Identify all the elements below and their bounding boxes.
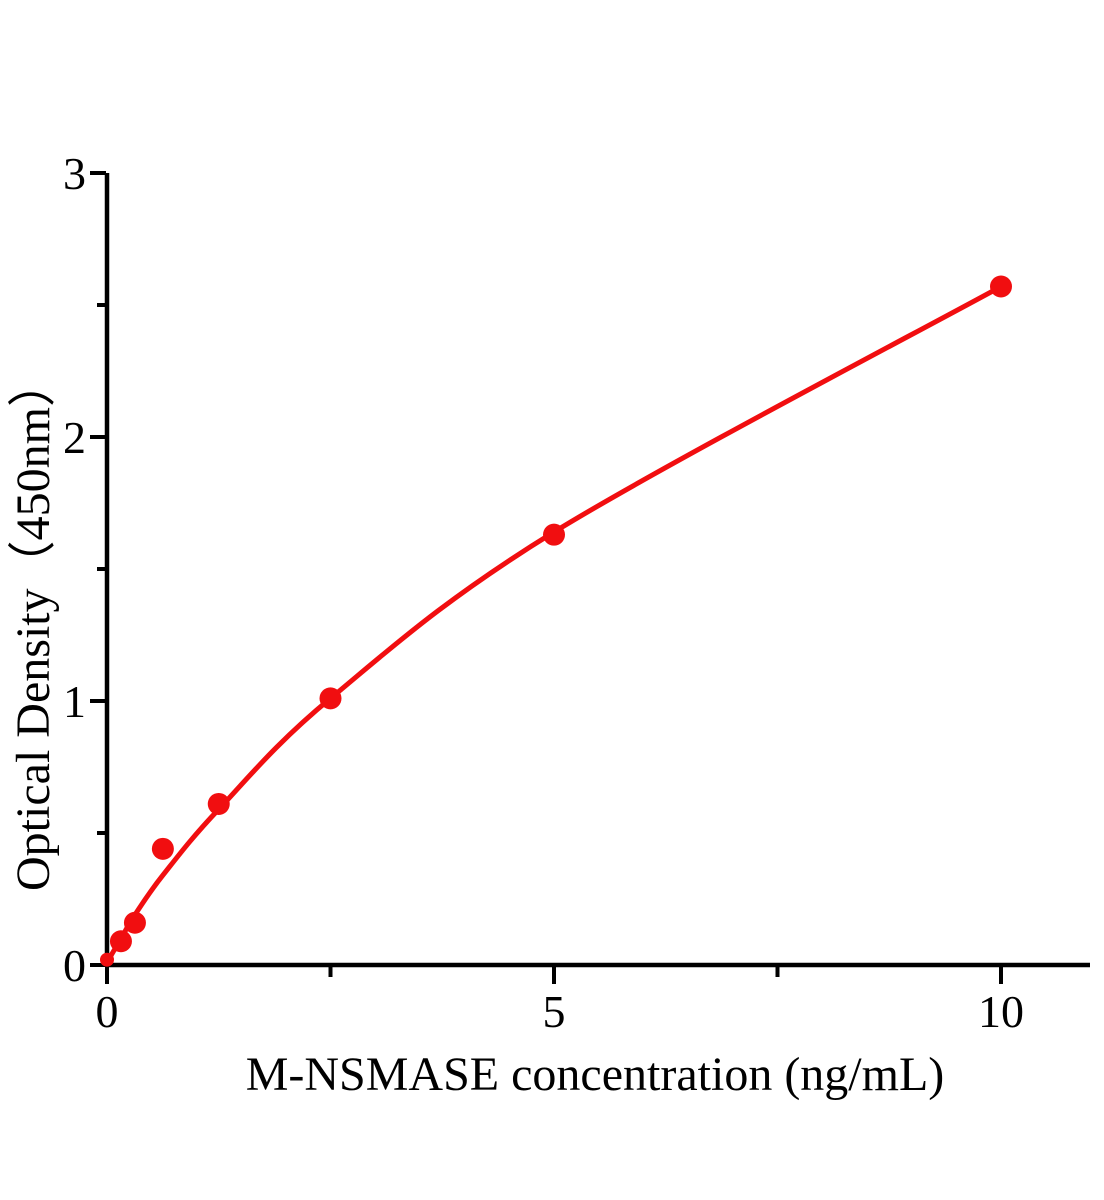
- y-tick-label: 3: [63, 148, 86, 199]
- data-point: [543, 523, 565, 546]
- data-point: [319, 687, 342, 710]
- data-point: [123, 911, 146, 934]
- y-axis-title: Optical Density（450nm）: [7, 359, 60, 891]
- x-tick-label: 5: [543, 986, 566, 1037]
- data-point: [100, 952, 114, 967]
- data-point: [109, 930, 132, 953]
- y-tick-label: 0: [63, 940, 86, 991]
- data-point: [207, 792, 230, 815]
- x-axis-title: M-NSMASE concentration (ng/mL): [245, 1048, 945, 1101]
- y-tick-label: 1: [63, 676, 86, 727]
- y-tick-label: 2: [63, 412, 86, 463]
- data-point: [990, 275, 1012, 298]
- x-tick-label: 10: [978, 986, 1024, 1037]
- data-point: [151, 837, 174, 860]
- fit-curve-path: [104, 284, 1004, 965]
- x-tick-label: 0: [96, 986, 119, 1037]
